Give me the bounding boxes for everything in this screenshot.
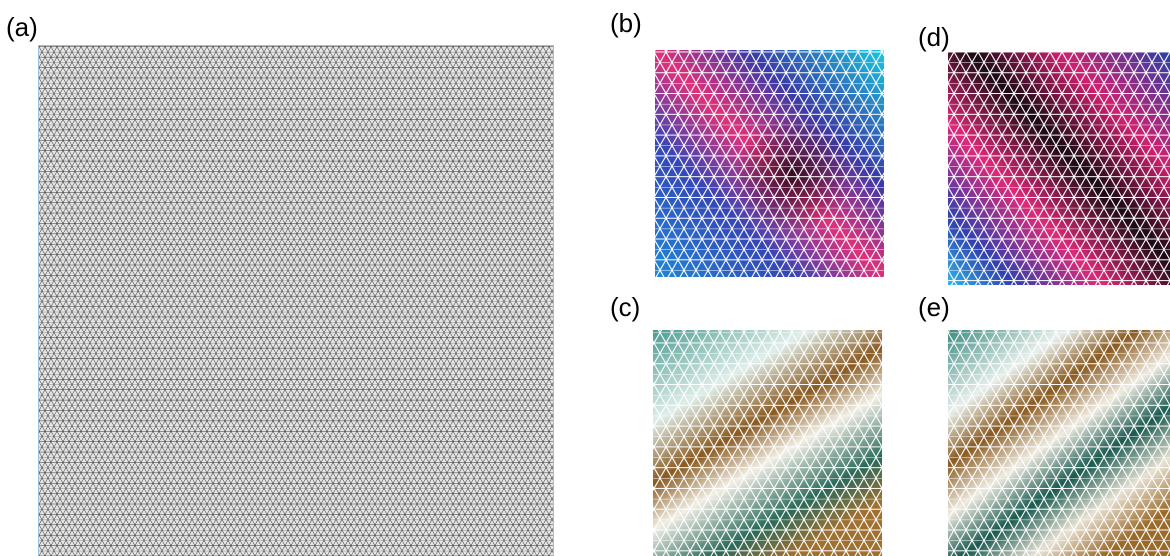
panel-a (38, 45, 554, 556)
mesh (948, 52, 1170, 285)
panel-label: (d) (918, 22, 950, 52)
panel-label: (e) (918, 292, 950, 322)
panel-label: (b) (610, 8, 642, 38)
mesh (653, 330, 882, 556)
panel-b (655, 50, 884, 277)
mesh (655, 50, 884, 277)
panel-label: (c) (610, 292, 640, 322)
panel-e (948, 330, 1170, 556)
mesh (39, 46, 553, 556)
mesh (948, 330, 1170, 556)
panel-label: (a) (6, 12, 38, 42)
panel-d (948, 52, 1170, 285)
panel-c (653, 330, 882, 556)
